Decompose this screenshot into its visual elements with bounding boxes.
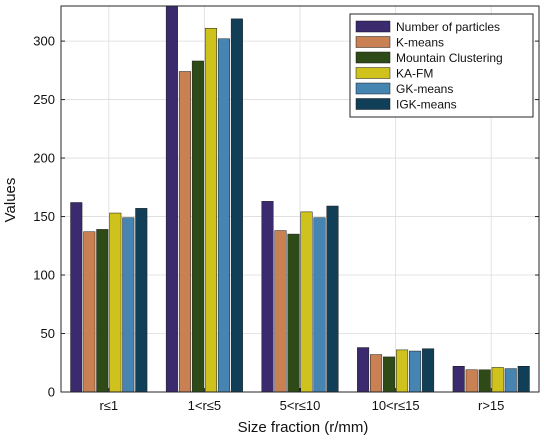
bar bbox=[217, 38, 230, 393]
legend-swatch bbox=[355, 51, 391, 64]
bar bbox=[452, 366, 465, 393]
legend-label: Number of particles bbox=[396, 20, 500, 34]
bar bbox=[504, 368, 517, 393]
bar bbox=[357, 347, 370, 393]
bar bbox=[261, 201, 274, 393]
bar bbox=[491, 367, 504, 393]
x-tick-label: 10<r≤15 bbox=[372, 398, 420, 413]
bar bbox=[517, 366, 530, 393]
x-tick-label: 1<r≤5 bbox=[188, 398, 222, 413]
bar bbox=[191, 60, 204, 393]
bar bbox=[383, 356, 396, 393]
bar bbox=[300, 211, 313, 393]
bar bbox=[409, 350, 422, 393]
bar bbox=[313, 217, 326, 393]
legend-label: IGK-means bbox=[396, 98, 457, 112]
legend-label: GK-means bbox=[396, 82, 453, 96]
bar bbox=[83, 231, 96, 393]
y-axis-label: Values bbox=[2, 178, 19, 223]
x-tick-label: r>15 bbox=[478, 398, 504, 413]
bar bbox=[109, 212, 122, 393]
bar bbox=[396, 349, 409, 393]
y-tick-label: 150 bbox=[33, 209, 55, 224]
bar bbox=[204, 27, 217, 393]
y-tick-label: 200 bbox=[33, 151, 55, 166]
bar bbox=[122, 217, 135, 393]
x-axis-label: Size fraction (r/mm) bbox=[238, 419, 369, 436]
legend-swatch bbox=[355, 98, 391, 110]
x-tick-label: r≤1 bbox=[99, 398, 118, 413]
bar bbox=[478, 369, 491, 393]
tick-labels: 0 50 100 150 200 250 300 r≤1 1<r≤5 5<r≤10 10<r≤15 r… bbox=[33, 34, 504, 413]
bar bbox=[165, 5, 178, 393]
legend-label: KA-FM bbox=[396, 67, 433, 81]
bar bbox=[422, 348, 435, 393]
legend-swatch bbox=[355, 20, 391, 33]
axes bbox=[60, 5, 540, 393]
bar bbox=[96, 229, 109, 393]
bar-series bbox=[70, 5, 530, 393]
bar bbox=[178, 71, 191, 393]
bar bbox=[326, 205, 339, 393]
y-tick-label: 50 bbox=[41, 326, 55, 341]
legend-label: Mountain Clustering bbox=[396, 51, 503, 65]
bar bbox=[465, 369, 478, 393]
y-tick-label: 250 bbox=[33, 92, 55, 107]
bar bbox=[135, 208, 148, 393]
y-tick-label: 100 bbox=[33, 268, 55, 283]
bar bbox=[287, 233, 300, 393]
legend-swatch bbox=[355, 67, 391, 79]
legend-swatch bbox=[355, 36, 391, 48]
bar bbox=[230, 18, 243, 393]
x-tick-label: 5<r≤10 bbox=[280, 398, 321, 413]
bar bbox=[70, 202, 83, 393]
legend-swatch bbox=[355, 82, 391, 95]
y-tick-label: 0 bbox=[48, 385, 55, 400]
legend-label: K-means bbox=[396, 36, 444, 50]
bar bbox=[370, 354, 383, 393]
bar bbox=[274, 230, 287, 393]
y-tick-label: 300 bbox=[33, 34, 55, 49]
